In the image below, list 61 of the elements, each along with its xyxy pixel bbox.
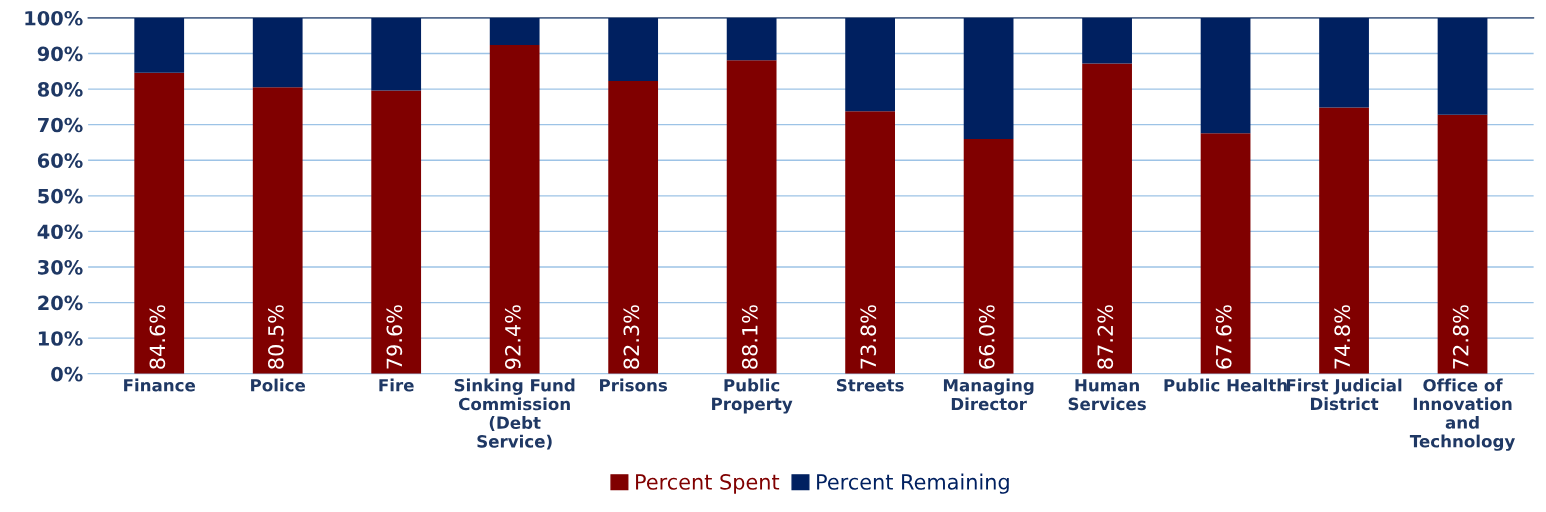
y-tick-label: 90% xyxy=(37,46,83,62)
bar xyxy=(134,72,185,374)
data-label: 74.8% xyxy=(1334,305,1351,369)
y-tick-label: 40% xyxy=(37,224,83,240)
bar xyxy=(371,17,422,91)
bar xyxy=(726,17,777,61)
x-tick-label: Public Property xyxy=(712,378,793,414)
bar xyxy=(963,17,1014,139)
bar xyxy=(1200,133,1251,374)
x-tick-label: Managing Director xyxy=(943,378,1034,411)
bar xyxy=(1437,114,1488,374)
data-label: 79.6% xyxy=(386,305,403,369)
x-tick-label: Prisons xyxy=(600,378,668,392)
bar xyxy=(489,44,540,374)
x-tick-label: Office of Innovation and Technology xyxy=(1409,378,1515,451)
data-label: 87.2% xyxy=(1097,305,1114,369)
data-label: 67.6% xyxy=(1215,305,1232,369)
bar xyxy=(608,17,659,81)
bar xyxy=(1319,107,1369,374)
bar xyxy=(845,17,895,112)
bar xyxy=(252,87,303,374)
bar xyxy=(608,80,659,374)
y-tick-label: 30% xyxy=(38,259,83,275)
x-tick-label: Sinking Fund Commission (Debt Service) xyxy=(454,378,575,450)
legend-label: Percent Spent xyxy=(636,473,780,494)
y-tick-label: 70% xyxy=(38,117,83,133)
y-tick-label: 100% xyxy=(25,10,83,26)
x-tick-label: Fire xyxy=(379,378,414,392)
data-label: 72.8% xyxy=(1452,305,1469,369)
y-tick-label: 20% xyxy=(38,295,83,311)
x-tick-label: Human Services xyxy=(1068,379,1146,411)
bar xyxy=(489,17,540,45)
y-tick-label: 10% xyxy=(38,331,83,346)
bar xyxy=(726,60,777,374)
x-tick-label: Streets xyxy=(836,378,904,392)
bar xyxy=(1082,63,1132,374)
x-tick-label: Police xyxy=(251,378,306,392)
data-label: 92.4% xyxy=(504,305,521,369)
bar xyxy=(1082,17,1132,64)
data-label: 88.1% xyxy=(741,305,758,369)
y-tick-label: 60% xyxy=(37,153,83,168)
bar xyxy=(371,90,422,374)
data-label: 84.6% xyxy=(149,305,166,369)
data-label: 80.5% xyxy=(267,305,284,369)
legend-label: Percent Remaining xyxy=(817,473,1009,494)
data-label: 73.8% xyxy=(860,305,877,369)
bar xyxy=(252,17,303,88)
bar xyxy=(1319,17,1369,108)
data-label: 82.3% xyxy=(623,305,640,369)
bar xyxy=(845,111,895,374)
y-tick-label: 80% xyxy=(37,82,83,97)
bar xyxy=(1200,17,1251,134)
bar xyxy=(134,17,185,73)
x-tick-label: Public Health xyxy=(1164,378,1287,392)
y-tick-label: 50% xyxy=(38,188,83,204)
bar xyxy=(963,138,1014,374)
y-tick-label: 0% xyxy=(51,366,83,382)
bar xyxy=(1437,17,1488,115)
x-tick-label: First Judicial District xyxy=(1286,378,1402,411)
x-tick-label: Finance xyxy=(124,378,196,392)
data-label: 66.0% xyxy=(978,305,995,369)
